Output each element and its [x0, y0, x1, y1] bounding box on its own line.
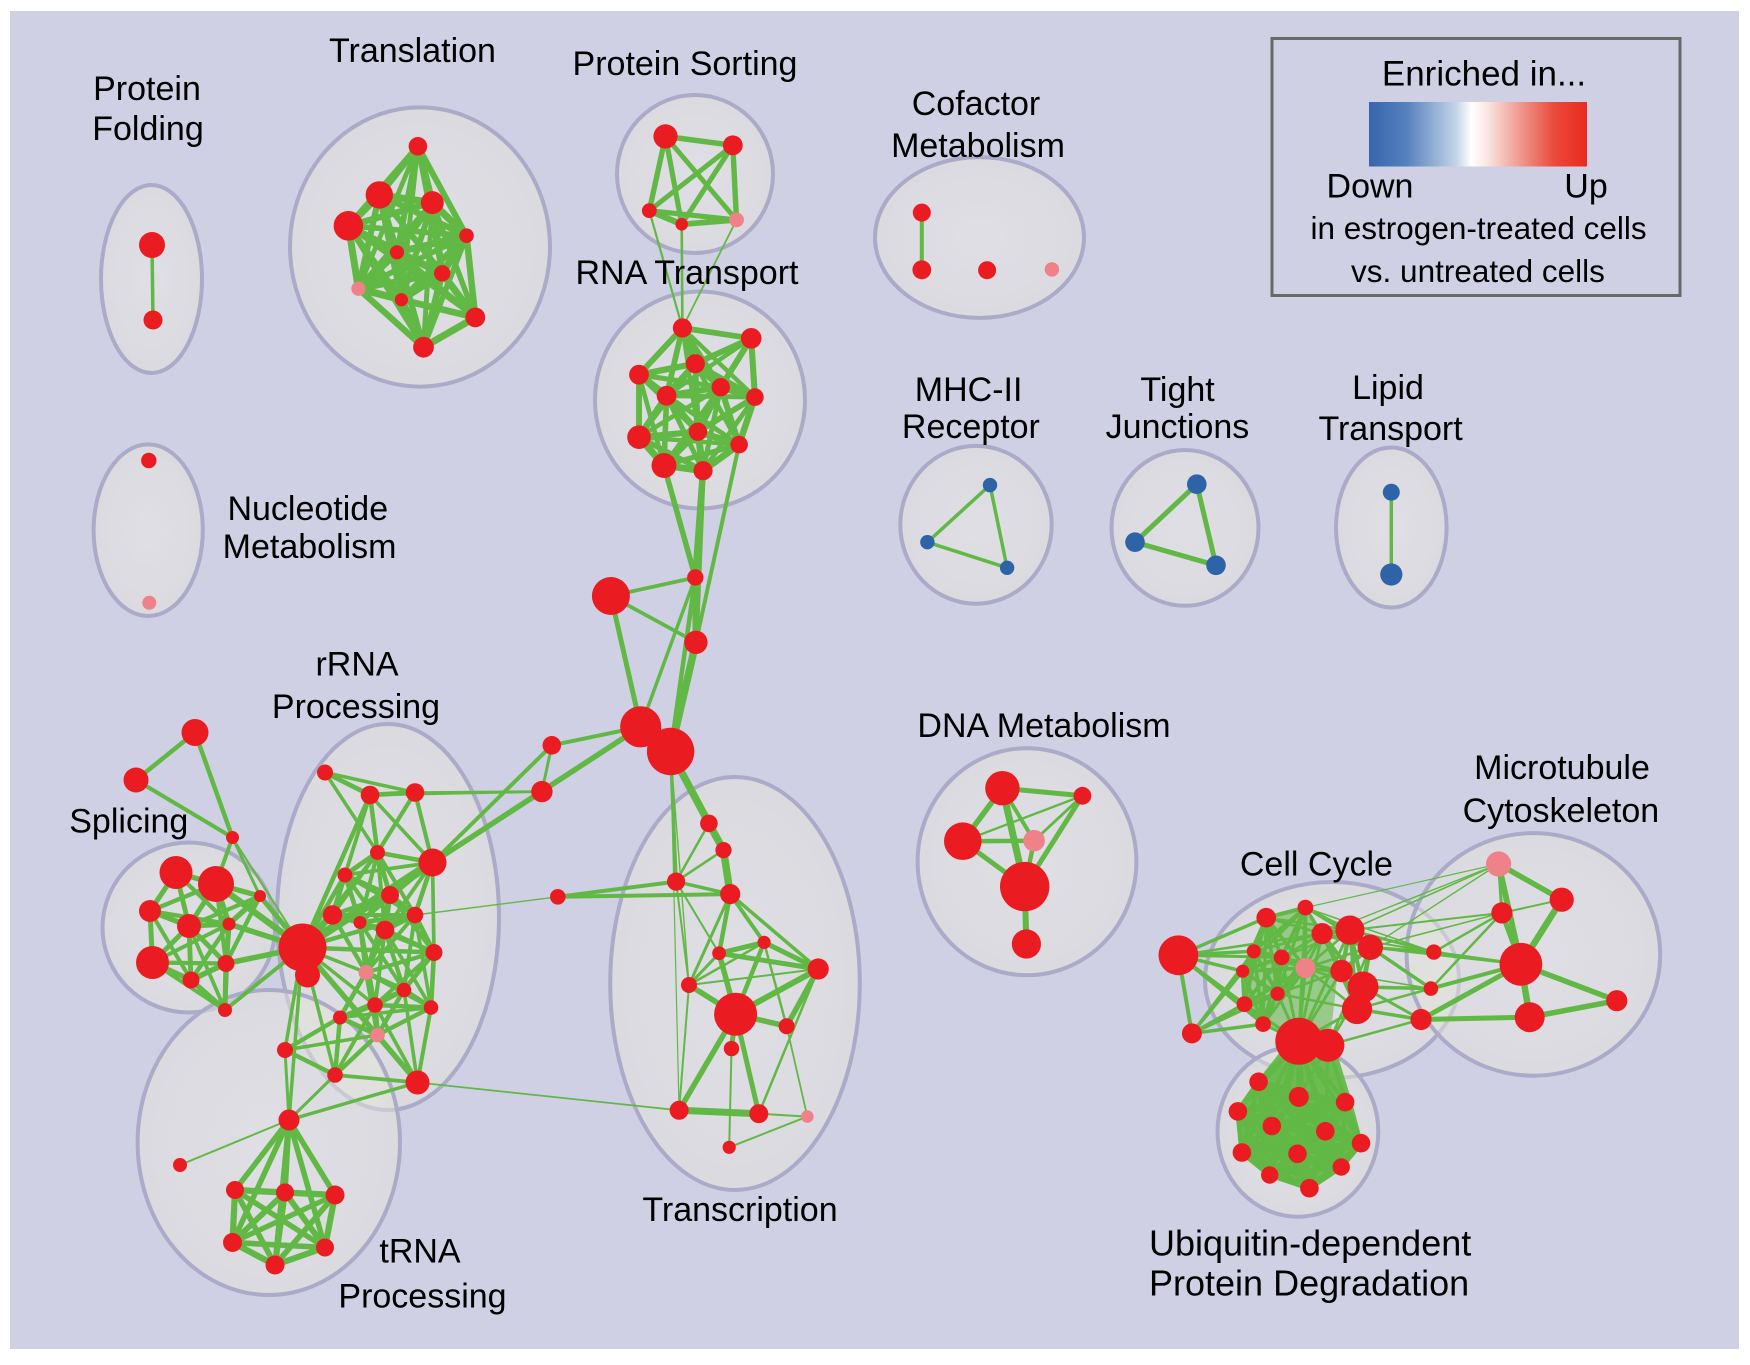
- svg-text:MHC-II: MHC-II: [915, 371, 1023, 409]
- svg-text:Protein Sorting: Protein Sorting: [573, 45, 798, 83]
- svg-text:Transcription: Transcription: [642, 1191, 837, 1229]
- svg-text:vs. untreated cells: vs. untreated cells: [1351, 253, 1605, 289]
- svg-text:Cytoskeleton: Cytoskeleton: [1463, 792, 1660, 830]
- svg-text:DNA Metabolism: DNA Metabolism: [917, 707, 1170, 745]
- svg-text:Metabolism: Metabolism: [891, 127, 1065, 165]
- svg-text:Tight: Tight: [1140, 371, 1215, 409]
- svg-text:Protein: Protein: [93, 70, 201, 108]
- svg-text:Splicing: Splicing: [69, 803, 188, 841]
- svg-text:Lipid: Lipid: [1352, 369, 1424, 407]
- svg-text:Nucleotide: Nucleotide: [227, 490, 388, 528]
- svg-text:Up: Up: [1564, 168, 1607, 206]
- svg-text:rRNA: rRNA: [315, 646, 398, 684]
- svg-text:Cell Cycle: Cell Cycle: [1240, 846, 1393, 884]
- svg-text:Folding: Folding: [92, 110, 204, 148]
- svg-text:Metabolism: Metabolism: [223, 528, 397, 566]
- svg-text:in estrogen-treated cells: in estrogen-treated cells: [1311, 210, 1647, 246]
- svg-text:Ubiquitin-dependent: Ubiquitin-dependent: [1149, 1223, 1471, 1264]
- svg-text:RNA Transport: RNA Transport: [576, 254, 800, 292]
- svg-text:Processing: Processing: [272, 688, 440, 726]
- svg-text:Protein Degradation: Protein Degradation: [1149, 1263, 1469, 1304]
- svg-text:Transport: Transport: [1318, 410, 1463, 448]
- svg-text:tRNA: tRNA: [379, 1233, 461, 1271]
- svg-text:Processing: Processing: [338, 1278, 506, 1316]
- svg-text:Enriched in...: Enriched in...: [1382, 55, 1586, 94]
- svg-text:Translation: Translation: [329, 32, 496, 70]
- svg-text:Junctions: Junctions: [1106, 408, 1250, 446]
- svg-text:Cofactor: Cofactor: [912, 85, 1041, 123]
- svg-text:Receptor: Receptor: [902, 408, 1040, 446]
- svg-text:Microtubule: Microtubule: [1474, 749, 1650, 787]
- svg-text:Down: Down: [1327, 168, 1414, 206]
